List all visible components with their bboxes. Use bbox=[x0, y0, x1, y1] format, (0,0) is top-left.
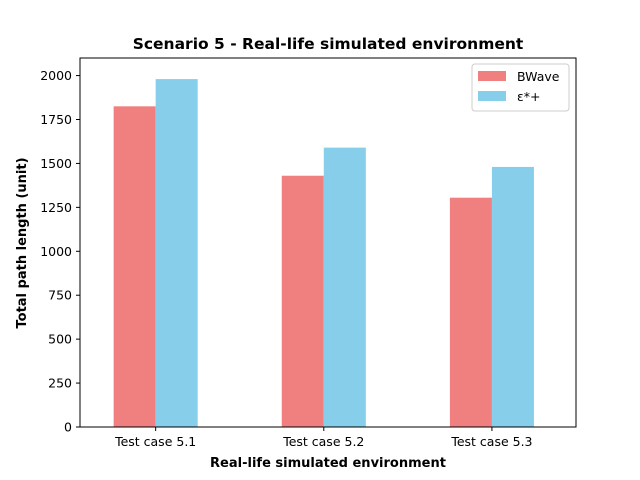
x-tick-label: Test case 5.2 bbox=[282, 434, 364, 449]
y-tick-label: 250 bbox=[48, 376, 72, 391]
legend-label: ε*+ bbox=[517, 89, 540, 104]
y-axis-label: Total path length (unit) bbox=[15, 157, 30, 328]
y-tick-label: 2000 bbox=[40, 68, 72, 83]
x-axis-label: Real-life simulated environment bbox=[210, 456, 446, 471]
x-tick-label: Test case 5.1 bbox=[114, 434, 196, 449]
legend-swatch bbox=[478, 71, 506, 81]
legend-swatch bbox=[478, 91, 506, 101]
bar-epsilon-star-plus-1 bbox=[155, 79, 198, 427]
y-tick-label: 1250 bbox=[40, 200, 72, 215]
bar-epsilon-star-plus-3 bbox=[491, 166, 534, 427]
y-tick-label: 1750 bbox=[40, 112, 72, 127]
bar-bwave-1 bbox=[113, 106, 156, 427]
x-tick-label: Test case 5.3 bbox=[450, 434, 532, 449]
chart-title: Scenario 5 - Real-life simulated environ… bbox=[133, 35, 524, 53]
y-tick-label: 1000 bbox=[40, 244, 72, 259]
y-tick-label: 1500 bbox=[40, 156, 72, 171]
legend-label: BWave bbox=[517, 69, 560, 84]
y-tick-label: 0 bbox=[64, 420, 72, 435]
bar-bwave-3 bbox=[449, 197, 492, 427]
y-tick-label: 750 bbox=[48, 288, 72, 303]
plot-frame bbox=[79, 57, 577, 428]
bar-bwave-2 bbox=[281, 175, 324, 427]
legend: BWave ε*+ bbox=[471, 63, 570, 112]
y-tick-label: 500 bbox=[48, 332, 72, 347]
y-axis: 0 250 500 750 1000 1250 1500 1750 2000 bbox=[40, 68, 80, 435]
x-axis: Test case 5.1 Test case 5.2 Test case 5.3 bbox=[114, 427, 533, 449]
bars-group bbox=[113, 79, 534, 428]
bar-epsilon-star-plus-2 bbox=[323, 147, 366, 428]
